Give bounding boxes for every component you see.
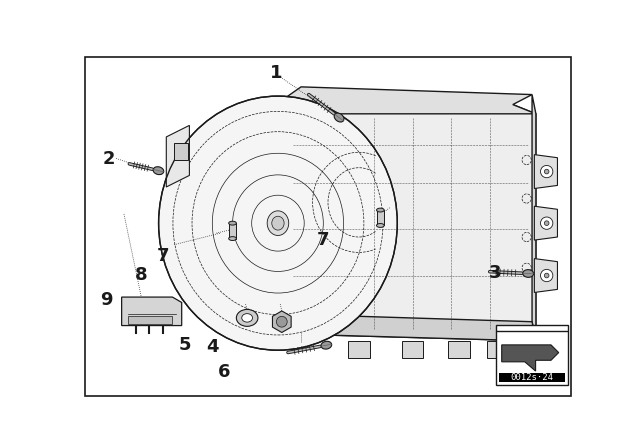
Circle shape xyxy=(545,221,549,225)
Ellipse shape xyxy=(159,96,397,350)
Polygon shape xyxy=(273,311,291,332)
Text: 7: 7 xyxy=(157,246,169,265)
Ellipse shape xyxy=(228,221,236,225)
Polygon shape xyxy=(262,314,536,341)
Bar xyxy=(174,143,188,160)
Ellipse shape xyxy=(334,113,344,122)
Bar xyxy=(448,341,470,358)
Circle shape xyxy=(276,316,287,327)
Bar xyxy=(348,341,369,358)
Ellipse shape xyxy=(228,237,236,241)
Bar xyxy=(486,341,508,358)
Bar xyxy=(499,373,565,382)
Circle shape xyxy=(541,217,553,229)
Polygon shape xyxy=(502,345,559,371)
Bar xyxy=(376,210,384,225)
Ellipse shape xyxy=(242,314,253,322)
Bar xyxy=(495,324,568,385)
Text: 3: 3 xyxy=(490,264,502,282)
Bar xyxy=(228,223,236,238)
Text: 4: 4 xyxy=(206,338,218,356)
Text: 9: 9 xyxy=(100,291,113,310)
Ellipse shape xyxy=(376,224,384,228)
Ellipse shape xyxy=(236,310,258,326)
Polygon shape xyxy=(534,155,557,189)
Polygon shape xyxy=(262,87,536,114)
Circle shape xyxy=(545,273,549,278)
Circle shape xyxy=(541,269,553,282)
Ellipse shape xyxy=(376,208,384,212)
Polygon shape xyxy=(166,125,189,187)
Text: 8: 8 xyxy=(134,266,147,284)
Bar xyxy=(128,316,172,324)
Polygon shape xyxy=(262,104,536,341)
Text: 2: 2 xyxy=(102,150,115,168)
Text: 1: 1 xyxy=(270,64,282,82)
Ellipse shape xyxy=(153,167,164,175)
Bar xyxy=(402,341,424,358)
Polygon shape xyxy=(532,95,536,341)
Ellipse shape xyxy=(321,341,332,349)
Text: 7: 7 xyxy=(317,231,330,249)
Polygon shape xyxy=(534,206,557,240)
Ellipse shape xyxy=(523,270,534,277)
Circle shape xyxy=(541,165,553,178)
Ellipse shape xyxy=(272,216,284,230)
Text: 5: 5 xyxy=(179,336,191,354)
Text: 0012s·24: 0012s·24 xyxy=(511,373,554,382)
Polygon shape xyxy=(122,297,182,326)
Ellipse shape xyxy=(267,211,289,236)
Text: 6: 6 xyxy=(218,363,231,381)
Circle shape xyxy=(545,169,549,174)
Polygon shape xyxy=(534,258,557,293)
